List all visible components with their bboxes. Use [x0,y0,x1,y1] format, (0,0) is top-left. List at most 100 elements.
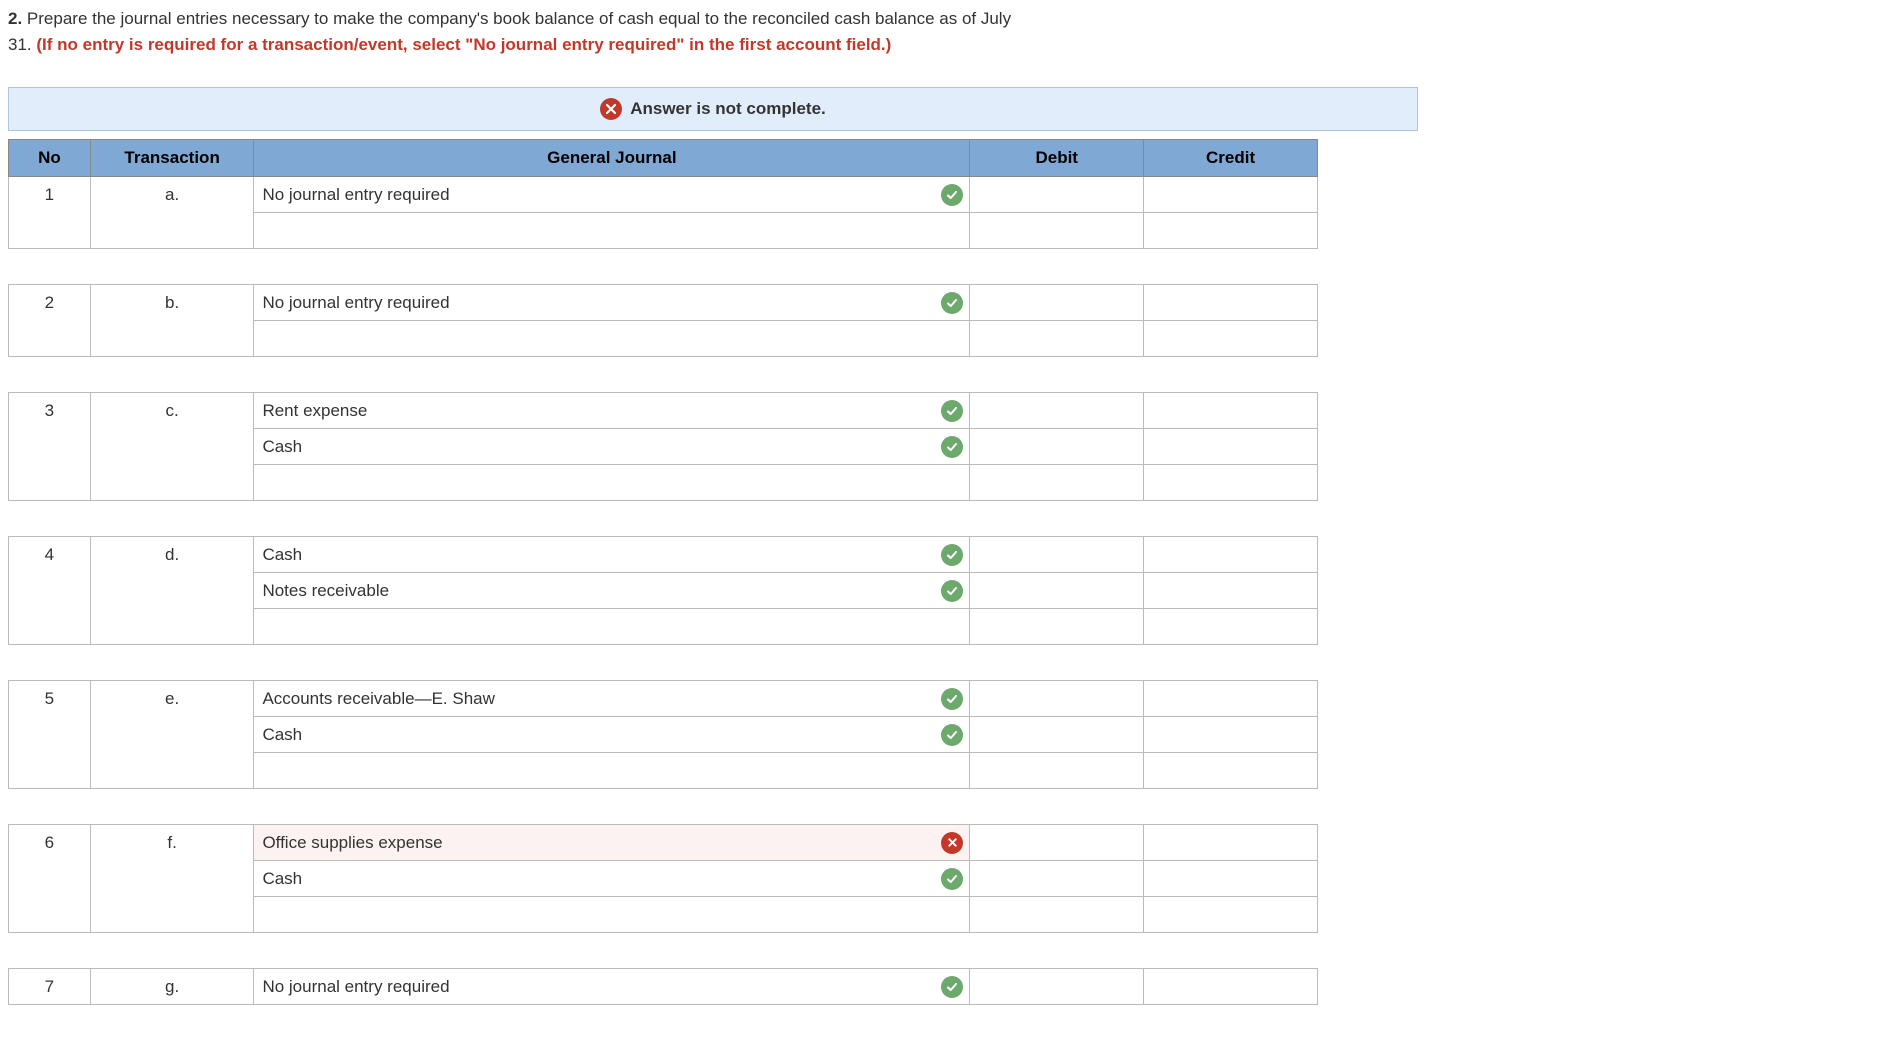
cell-no: 2 [9,285,91,321]
cell-credit[interactable] [1144,393,1318,429]
cell-credit[interactable] [1144,609,1318,645]
journal-row: Cash [9,861,1318,897]
journal-row [9,753,1318,789]
cell-no [9,861,91,897]
question-line2-prefix: 31. [8,35,36,54]
answer-status-banner: Answer is not complete. [8,87,1418,131]
journal-row: 5e.Accounts receivable—E. Shaw [9,681,1318,717]
spacer-row [9,501,1318,537]
cell-general-journal[interactable] [254,897,970,933]
journal-row [9,897,1318,933]
check-icon [941,724,963,746]
journal-row: 6f. Office supplies expense [9,825,1318,861]
journal-row [9,465,1318,501]
cell-general-journal[interactable] [254,609,970,645]
cell-no: 6 [9,825,91,861]
cell-credit[interactable] [1144,465,1318,501]
cell-general-journal[interactable]: Cash [254,429,970,465]
question-text: 2. Prepare the journal entries necessary… [8,6,1890,57]
cell-debit[interactable] [970,285,1144,321]
cell-credit[interactable] [1144,753,1318,789]
check-icon [941,688,963,710]
cell-no: 5 [9,681,91,717]
cell-credit[interactable] [1144,429,1318,465]
cell-transaction [90,753,254,789]
journal-table: No Transaction General Journal Debit Cre… [8,139,1318,1005]
cell-debit[interactable] [970,393,1144,429]
banner-text: Answer is not complete. [630,99,826,119]
check-icon [941,976,963,998]
cell-no: 3 [9,393,91,429]
cell-debit[interactable] [970,213,1144,249]
cell-transaction: c. [90,393,254,429]
cell-debit[interactable] [970,861,1144,897]
cell-debit[interactable] [970,537,1144,573]
cell-debit[interactable] [970,429,1144,465]
cell-no [9,717,91,753]
account-text: Notes receivable [262,581,389,600]
check-icon [941,544,963,566]
check-icon [941,400,963,422]
cell-debit[interactable] [970,573,1144,609]
cell-transaction [90,717,254,753]
cell-transaction: f. [90,825,254,861]
journal-row: 1a.No journal entry required [9,177,1318,213]
cell-transaction [90,429,254,465]
cell-debit[interactable] [970,681,1144,717]
cell-debit[interactable] [970,753,1144,789]
check-icon [941,580,963,602]
cell-credit[interactable] [1144,861,1318,897]
cell-no [9,213,91,249]
cell-general-journal[interactable] [254,321,970,357]
cell-general-journal[interactable]: Cash [254,717,970,753]
cell-credit[interactable] [1144,897,1318,933]
cell-general-journal[interactable] [254,753,970,789]
question-number: 2. [8,9,22,28]
question-line1: Prepare the journal entries necessary to… [27,9,1011,28]
cell-general-journal[interactable] [254,213,970,249]
account-text: Office supplies expense [262,833,442,852]
cell-credit[interactable] [1144,285,1318,321]
cell-credit[interactable] [1144,717,1318,753]
cell-transaction: d. [90,537,254,573]
cell-transaction [90,609,254,645]
cell-general-journal[interactable]: No journal entry required [254,177,970,213]
cell-debit[interactable] [970,609,1144,645]
cell-general-journal[interactable]: Cash [254,861,970,897]
cell-debit[interactable] [970,717,1144,753]
account-text: Cash [262,437,302,456]
cell-general-journal[interactable]: Notes receivable [254,573,970,609]
cell-credit[interactable] [1144,681,1318,717]
x-icon [941,832,963,854]
cell-credit[interactable] [1144,573,1318,609]
cell-debit[interactable] [970,321,1144,357]
cell-no [9,897,91,933]
account-text: Accounts receivable—E. Shaw [262,689,494,708]
spacer-row [9,789,1318,825]
journal-row: 2b.No journal entry required [9,285,1318,321]
cell-credit[interactable] [1144,177,1318,213]
cell-no: 1 [9,177,91,213]
cell-credit[interactable] [1144,825,1318,861]
journal-row [9,321,1318,357]
cell-general-journal[interactable]: Office supplies expense [254,825,970,861]
cell-debit[interactable] [970,177,1144,213]
account-text: No journal entry required [262,185,449,204]
cell-debit[interactable] [970,465,1144,501]
spacer-row [9,933,1318,969]
cell-no [9,429,91,465]
check-icon [941,292,963,314]
cell-credit[interactable] [1144,537,1318,573]
cell-debit[interactable] [970,897,1144,933]
cell-debit[interactable] [970,825,1144,861]
cell-general-journal[interactable]: Rent expense [254,393,970,429]
account-text: Rent expense [262,401,367,420]
cell-credit[interactable] [1144,213,1318,249]
cell-general-journal[interactable]: No journal entry required [254,285,970,321]
journal-row [9,609,1318,645]
cell-general-journal[interactable]: Accounts receivable—E. Shaw [254,681,970,717]
cell-general-journal[interactable]: Cash [254,537,970,573]
cell-credit[interactable] [1144,321,1318,357]
account-text: No journal entry required [262,977,449,996]
cell-general-journal[interactable] [254,465,970,501]
